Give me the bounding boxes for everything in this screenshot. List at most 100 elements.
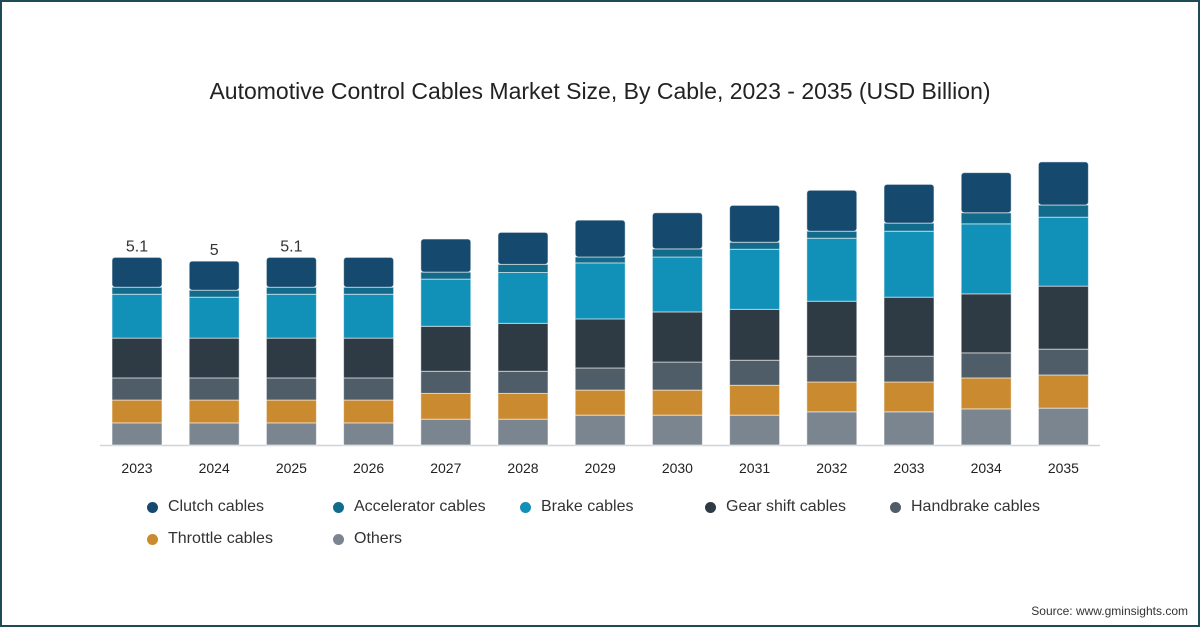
bar-segment (806, 230, 858, 239)
bar-segment (651, 248, 703, 258)
bar-segment (1037, 161, 1089, 206)
bar-segment (265, 286, 317, 295)
bar-segment (806, 189, 858, 232)
bar-segment (420, 271, 472, 280)
bar-segment (188, 337, 240, 379)
bar-segment (574, 262, 626, 320)
legend-dot-icon (520, 501, 531, 513)
bar-segment (1037, 407, 1089, 446)
bar-segment (1037, 204, 1089, 218)
bar-segment (806, 300, 858, 357)
bar-segment (497, 231, 549, 265)
bar-segment (265, 337, 317, 379)
bar-segment (343, 293, 395, 339)
bar-segment (265, 256, 317, 288)
legend-dot-icon (705, 501, 716, 513)
x-tick-label: 2032 (816, 460, 847, 476)
bar-segment (960, 352, 1012, 379)
legend-item: Brake cables (520, 498, 634, 516)
bar-segment (111, 337, 163, 379)
bar-segment (883, 222, 935, 232)
bar-segment (883, 355, 935, 383)
bar-segment (497, 271, 549, 324)
legend-item: Handbrake cables (890, 498, 1040, 516)
bar-segment (188, 296, 240, 339)
x-tick-label: 2035 (1048, 460, 1079, 476)
bar-segment (960, 377, 1012, 410)
bar-segment (651, 414, 703, 446)
bar-segment (651, 311, 703, 363)
bar-segment (960, 212, 1012, 225)
legend-dot-icon (333, 533, 344, 545)
bar-segment (497, 370, 549, 394)
bar-segment (574, 318, 626, 369)
legend-dot-icon (890, 501, 901, 513)
bar-segment (729, 359, 781, 386)
source-note: Source: www.gminsights.com (1031, 604, 1188, 618)
bar-segment (188, 260, 240, 291)
bar-segment (343, 256, 395, 288)
data-label: 5 (210, 242, 219, 259)
bar-segment (574, 414, 626, 446)
bar-segment (729, 414, 781, 446)
legend-dot-icon (333, 501, 344, 513)
bar-segment (1037, 348, 1089, 376)
bar-segment (111, 293, 163, 339)
bar-segment (806, 381, 858, 413)
bar-segment (343, 377, 395, 401)
bar-segment (806, 411, 858, 446)
bar-segment (651, 389, 703, 416)
bar-segment (497, 322, 549, 372)
bar-segment (420, 370, 472, 394)
bar-segment (497, 263, 549, 273)
bar-segment (420, 278, 472, 327)
bar-segment (265, 377, 317, 401)
x-tick-label: 2023 (121, 460, 152, 476)
bar-segment (960, 408, 1012, 446)
bar-segment (265, 293, 317, 339)
x-tick-label: 2034 (971, 460, 1002, 476)
bar-segment (188, 399, 240, 424)
x-tick-label: 2031 (739, 460, 770, 476)
bar-segment (960, 223, 1012, 295)
bar-segment (651, 256, 703, 313)
legend-label: Clutch cables (168, 498, 265, 515)
x-tick-label: 2024 (199, 460, 230, 476)
bar-segment (188, 422, 240, 446)
bar-segment (729, 241, 781, 250)
legend-label: Accelerator cables (354, 498, 486, 515)
legend-label: Others (354, 530, 403, 547)
bar-segment (1037, 285, 1089, 350)
legend-dot-icon (147, 533, 158, 545)
bar-segment (651, 361, 703, 391)
x-tick-label: 2029 (585, 460, 616, 476)
bar-segment (420, 325, 472, 372)
x-tick-label: 2028 (507, 460, 538, 476)
legend-item: Throttle cables (147, 530, 273, 548)
bar-segment (729, 248, 781, 310)
bar-segment (111, 399, 163, 424)
bar-segment (883, 230, 935, 298)
legend-item: Gear shift cables (705, 498, 846, 516)
legend-label: Handbrake cables (911, 498, 1040, 515)
bar-segment (1037, 374, 1089, 409)
bar-segment (883, 411, 935, 446)
data-label: 5.1 (126, 238, 148, 255)
bar-segment (497, 392, 549, 420)
bar-segment (883, 183, 935, 224)
legend-item: Accelerator cables (333, 498, 486, 516)
bar-segment (574, 367, 626, 391)
bar-segment (265, 422, 317, 446)
legend-dot-icon (147, 501, 158, 513)
x-tick-label: 2033 (893, 460, 924, 476)
legend-label: Throttle cables (168, 530, 273, 547)
bar-segment (420, 392, 472, 420)
data-label: 5.1 (280, 238, 302, 255)
bar-segment (806, 237, 858, 302)
bar-segment (574, 256, 626, 264)
bar-segment (111, 286, 163, 295)
bar-segment (883, 296, 935, 357)
bar-segment (960, 172, 1012, 214)
bar-segment (651, 212, 703, 250)
